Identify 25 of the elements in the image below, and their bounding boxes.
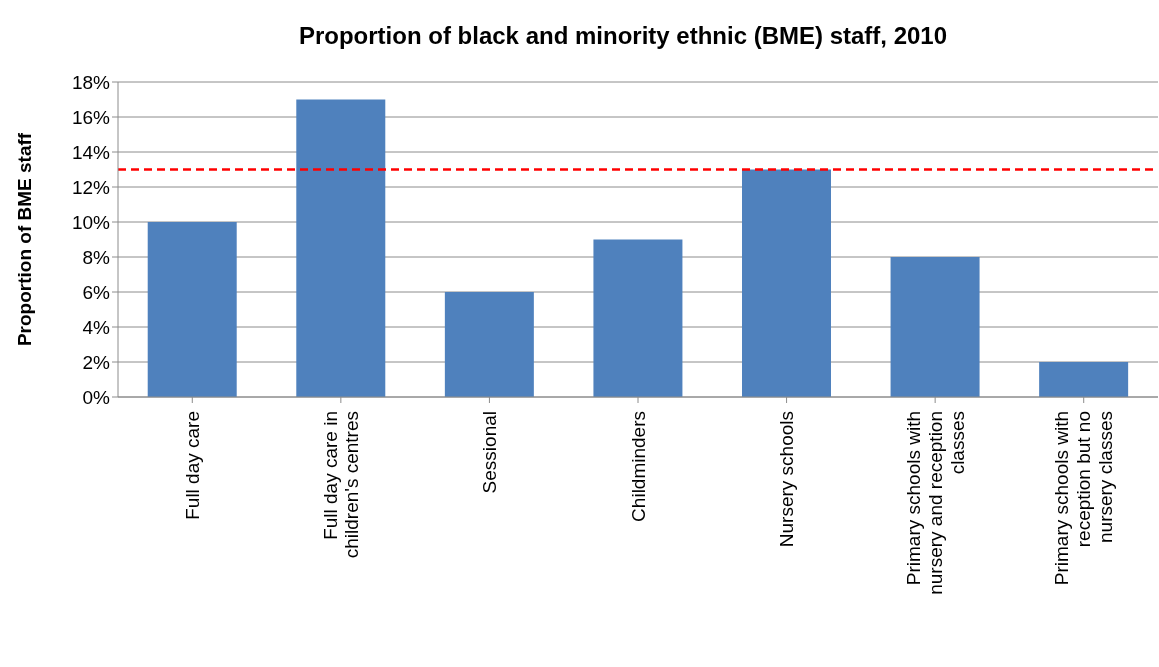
y-tick-label: 8%	[82, 246, 111, 268]
y-tick-label: 0%	[82, 386, 111, 408]
bar	[593, 239, 683, 397]
x-tick-label: Full day care	[181, 411, 203, 520]
x-tick-label: Sessional	[479, 411, 501, 494]
y-tick-label: 14%	[71, 141, 111, 163]
bar	[742, 169, 831, 397]
x-tick-label: Nursery schools	[776, 411, 798, 548]
y-tick-label: 10%	[71, 211, 111, 233]
bar	[890, 257, 980, 397]
y-tick-label: 6%	[82, 281, 111, 303]
bar	[1039, 362, 1129, 397]
y-tick-label: 18%	[71, 71, 111, 93]
x-tick-label: Childminders	[627, 411, 649, 522]
y-tick-label: 16%	[71, 106, 111, 128]
bar	[296, 99, 386, 397]
x-tick-label: Full day care in children's centres	[319, 411, 363, 559]
y-tick-label: 2%	[82, 351, 111, 373]
y-tick-label: 12%	[71, 176, 111, 198]
chart-title: Proportion of black and minority ethnic (BME) staff, 2010	[297, 21, 949, 51]
bar	[444, 292, 534, 397]
y-axis-title: Proportion of BME staff	[13, 132, 35, 347]
x-tick-label: Primary schools with nursery and reception classes	[902, 411, 968, 595]
y-tick-label: 4%	[82, 316, 111, 338]
bar	[147, 222, 237, 397]
